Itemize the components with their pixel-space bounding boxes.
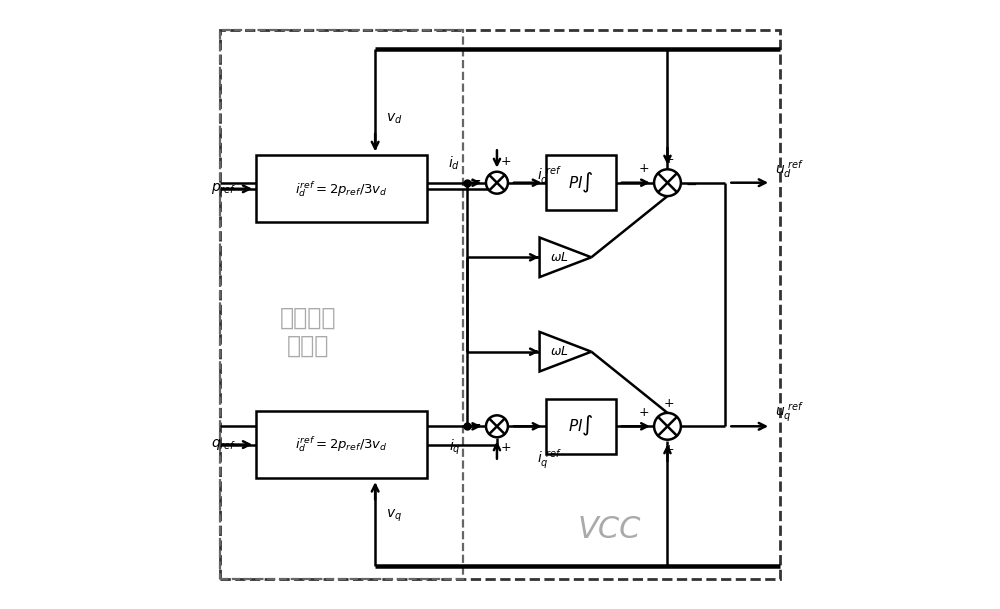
Text: $q_{ref}$: $q_{ref}$ — [211, 437, 236, 452]
Text: VCC: VCC — [578, 515, 641, 544]
Text: PI$\int$: PI$\int$ — [568, 171, 594, 195]
Text: $i_q$: $i_q$ — [449, 437, 460, 457]
Text: $-$: $-$ — [469, 417, 481, 431]
Text: +: + — [664, 443, 675, 456]
Circle shape — [654, 413, 681, 440]
Circle shape — [486, 172, 508, 194]
Text: $i_q^{\ ref}$: $i_q^{\ ref}$ — [537, 448, 561, 471]
Polygon shape — [540, 238, 591, 277]
Text: $u_q^{\ ref}$: $u_q^{\ ref}$ — [775, 400, 804, 424]
Text: $p_{ref}$: $p_{ref}$ — [211, 181, 236, 196]
Text: $-$: $-$ — [469, 174, 481, 187]
Bar — [256, 155, 427, 222]
Text: +: + — [639, 406, 649, 419]
Text: $v_q$: $v_q$ — [386, 507, 402, 524]
Text: $i_d^{ref}=2p_{ref}/3v_d$: $i_d^{ref}=2p_{ref}/3v_d$ — [295, 179, 388, 199]
Text: +: + — [501, 155, 511, 168]
Circle shape — [486, 415, 508, 437]
Circle shape — [654, 169, 681, 196]
Text: $u_d^{\ ref}$: $u_d^{\ ref}$ — [775, 158, 804, 180]
Text: $i_d^{ref}=2p_{ref}/3v_d$: $i_d^{ref}=2p_{ref}/3v_d$ — [295, 435, 388, 454]
Bar — [220, 30, 463, 579]
Text: 电流参考
值计算: 电流参考 值计算 — [280, 306, 336, 358]
Text: $i_d^{\ ref}$: $i_d^{\ ref}$ — [537, 164, 561, 186]
Text: $i_d$: $i_d$ — [448, 154, 460, 172]
Text: $v_d$: $v_d$ — [386, 111, 403, 126]
Text: +: + — [664, 153, 675, 166]
Text: $\omega L$: $\omega L$ — [550, 251, 569, 264]
Bar — [546, 155, 616, 210]
Text: $\omega L$: $\omega L$ — [550, 345, 569, 358]
Bar — [256, 411, 427, 478]
Text: PI$\int$: PI$\int$ — [568, 414, 594, 438]
Text: +: + — [501, 441, 511, 454]
Text: $-$: $-$ — [685, 177, 697, 191]
Text: +: + — [664, 397, 675, 410]
Bar — [546, 399, 616, 454]
Text: +: + — [639, 163, 649, 175]
Polygon shape — [540, 332, 591, 371]
